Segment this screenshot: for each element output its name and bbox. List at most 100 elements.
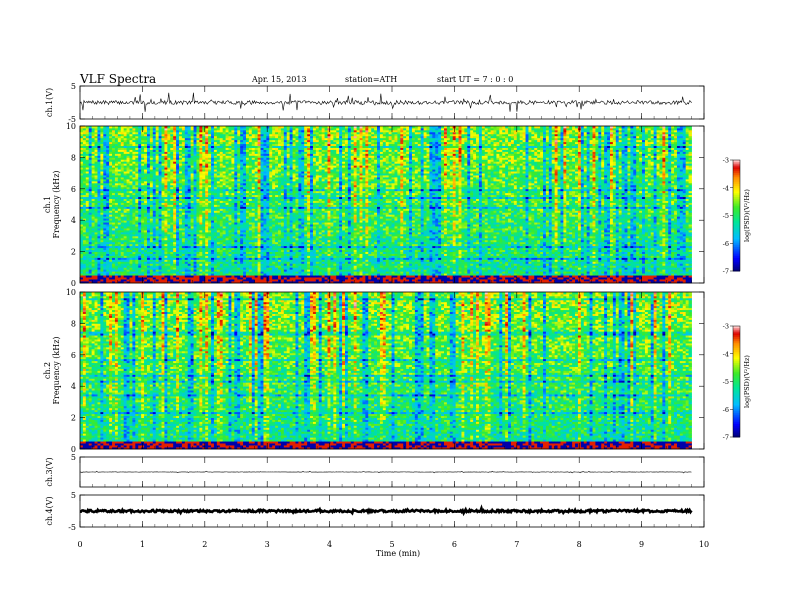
spectrogram-cell <box>141 230 145 233</box>
spectrogram-cell <box>123 169 127 172</box>
spectrogram-cell <box>100 235 104 239</box>
spectrogram-cell <box>106 147 110 150</box>
spectrogram-cell <box>149 243 154 247</box>
spectrogram-cell <box>82 245 87 249</box>
spectrogram-cell <box>138 177 142 180</box>
spectrogram-cell <box>91 147 95 150</box>
spectrogram-cell <box>103 126 107 129</box>
spectrogram-cell <box>106 249 110 252</box>
spectrogram-cell <box>152 257 157 260</box>
spectrogram-cell <box>146 145 151 148</box>
spectrogram-cell <box>109 137 113 141</box>
spectrogram-cell <box>152 200 157 203</box>
spectrogram-cell <box>132 257 136 260</box>
spectrogram-cell <box>109 182 113 186</box>
spectrogram-cell <box>103 247 107 251</box>
spectrogram-cell <box>158 188 162 192</box>
spectrogram-cell <box>152 267 157 270</box>
spectrogram-cell <box>109 279 113 282</box>
spectrogram-cell <box>112 184 116 188</box>
spectrogram-cell <box>155 208 160 211</box>
spectrogram-cell <box>152 180 157 184</box>
spectrogram-cell <box>152 149 157 152</box>
spectrogram-cell <box>85 271 90 274</box>
spectrogram-cell <box>155 247 160 251</box>
spectrogram-cell <box>132 155 136 158</box>
spectrogram-cell <box>141 200 145 203</box>
spectrogram-cell <box>152 165 157 168</box>
spectrogram-cell <box>106 216 110 219</box>
spectrogram-cell <box>117 220 122 223</box>
spectrogram-cell <box>152 202 157 205</box>
spectrogram-cell <box>109 161 113 164</box>
spectrogram-cell <box>167 167 171 170</box>
spectrogram-cell <box>85 224 90 227</box>
spectrogram-cell <box>129 169 133 172</box>
spectrogram-cell <box>161 137 165 141</box>
spectrogram-cell <box>117 271 122 274</box>
spectrogram-cell <box>97 177 101 180</box>
spectrogram-cell <box>80 190 84 194</box>
spectrogram-cell <box>135 208 139 211</box>
spectrogram-cell <box>138 279 142 282</box>
spectrogram-cell <box>106 220 110 223</box>
spectrogram-cell <box>88 267 93 270</box>
spectrogram-cell <box>132 241 136 245</box>
spectrogram-cell <box>158 159 162 162</box>
spectrogram-cell <box>82 281 87 284</box>
spectrogram-cell <box>158 251 162 254</box>
spectrogram-cell <box>112 198 116 201</box>
spectrogram-cell <box>152 198 157 201</box>
spectrogram-cell <box>146 161 151 164</box>
spectrogram-cell <box>164 182 168 186</box>
spectrogram-cell <box>141 261 145 264</box>
spectrogram-cell <box>138 267 142 270</box>
spectrogram-cell <box>161 192 165 196</box>
spectrogram-cell <box>106 190 110 194</box>
spectrogram-cell <box>126 190 130 194</box>
spectrogram-cell <box>126 210 130 213</box>
spectrogram-cell <box>132 137 136 141</box>
spectrogram-cell <box>126 173 130 176</box>
spectrogram-cell <box>97 178 101 182</box>
spectrogram-cell <box>103 192 107 196</box>
spectrogram-cell <box>167 253 171 256</box>
spectrogram-cell <box>155 257 160 260</box>
spectrogram-cell <box>103 194 107 198</box>
spectrogram-cell <box>109 151 113 154</box>
spectrogram-cell <box>112 279 116 282</box>
spectrogram-cell <box>88 151 93 154</box>
spectrogram-cell <box>149 167 154 170</box>
spectrogram-cell <box>106 167 110 170</box>
spectrogram-cell <box>91 180 95 184</box>
spectrogram-cell <box>85 137 90 141</box>
spectrogram-cell <box>109 208 113 211</box>
spectrogram-cell <box>91 169 95 172</box>
spectrogram-cell <box>100 159 104 162</box>
spectrogram-cell <box>103 216 107 219</box>
spectrogram-cell <box>103 269 107 272</box>
spectrogram-cell <box>141 186 145 190</box>
spectrogram-cell <box>85 177 90 180</box>
spectrogram-cell <box>146 267 151 270</box>
spectrogram-cell <box>80 194 84 198</box>
spectrogram-cell <box>129 273 133 276</box>
spectrogram-cell <box>132 249 136 252</box>
spectrogram-cell <box>82 214 87 217</box>
spectrogram-cell <box>135 155 139 158</box>
spectrogram-cell <box>161 182 165 186</box>
spectrogram-cell <box>141 198 145 201</box>
spectrogram-cell <box>126 169 130 172</box>
spectrogram-cell <box>141 273 145 276</box>
spectrogram-cell <box>85 139 90 143</box>
spectrogram-cell <box>135 149 139 152</box>
spectrogram-cell <box>155 239 160 243</box>
spectrogram-cell <box>138 228 142 231</box>
spectrogram-cell <box>167 228 171 231</box>
spectrogram-cell <box>158 239 162 243</box>
spectrogram-cell <box>126 275 130 278</box>
spectrogram-cell <box>91 206 95 209</box>
spectrogram-cell <box>103 157 107 160</box>
spectrogram-cell <box>152 206 157 209</box>
spectrogram-cell <box>112 228 116 231</box>
